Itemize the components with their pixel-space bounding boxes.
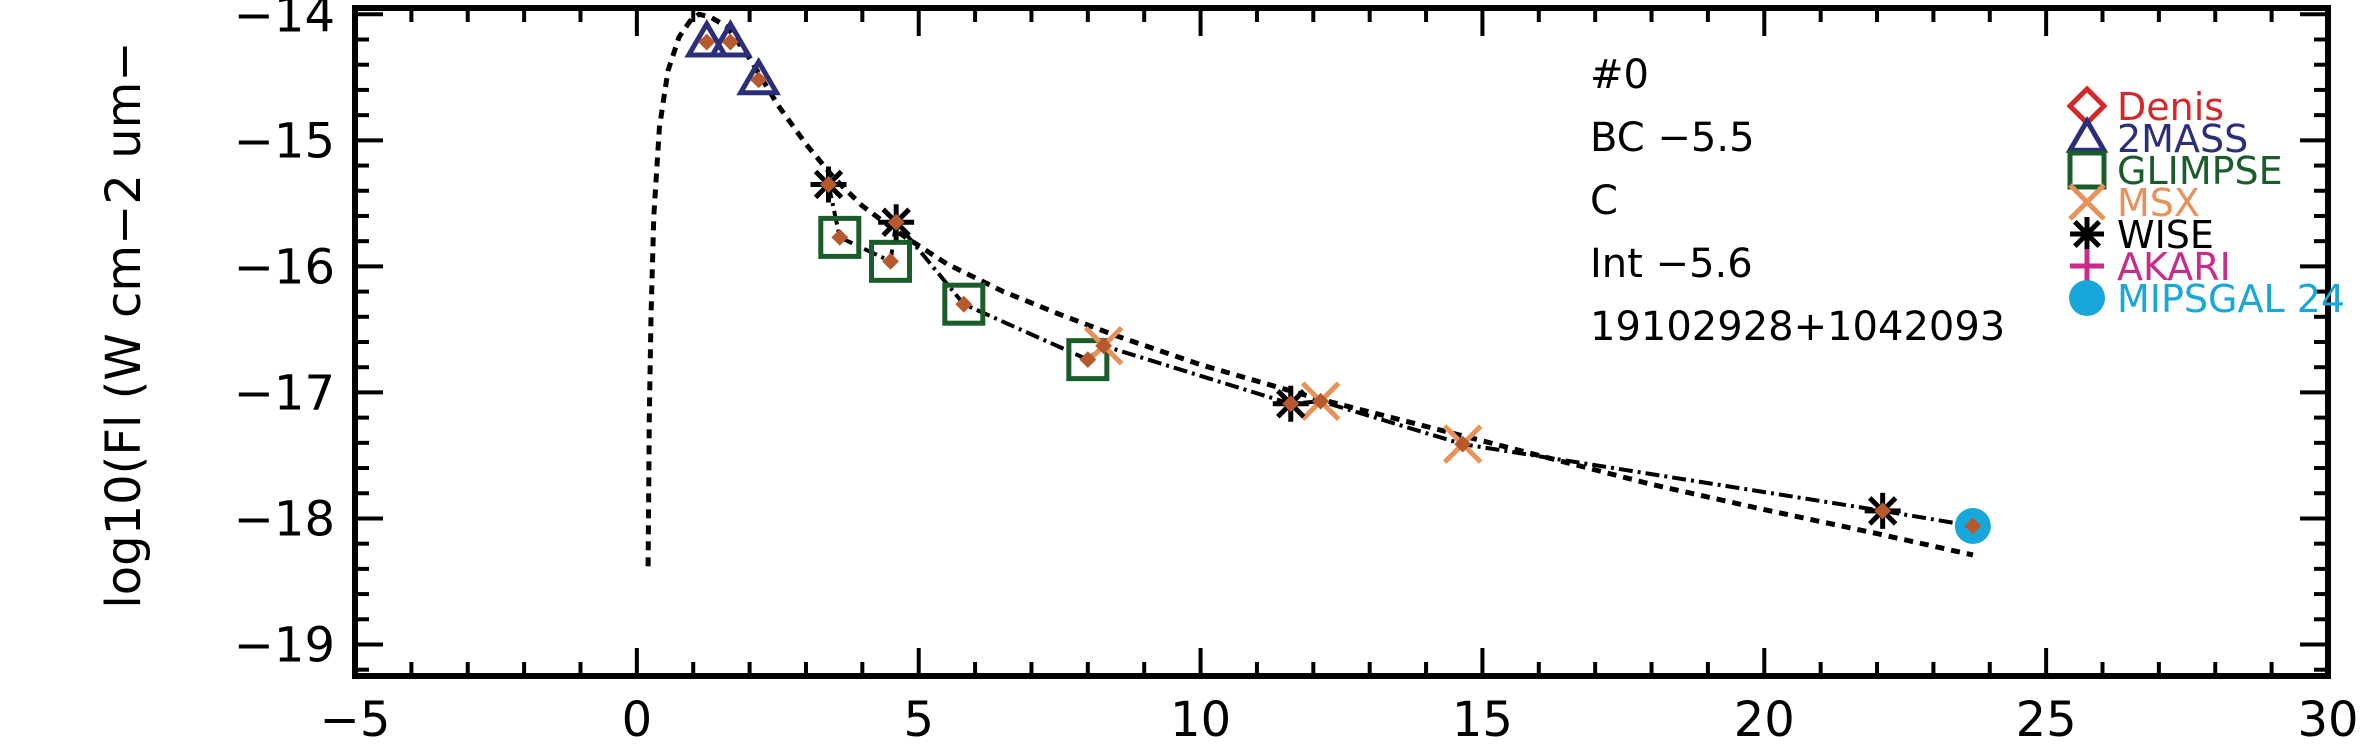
- model-point-marker: [1964, 517, 1982, 535]
- legend-msx-symbol: [2068, 183, 2106, 221]
- model-point-marker: [955, 295, 973, 313]
- legend-glimpse-symbol: [2067, 150, 2107, 190]
- y-tick-label: −16: [234, 239, 335, 295]
- legend-msx-label: MSX: [2117, 181, 2200, 225]
- model-curves: [645, 11, 1974, 567]
- legend-glimpse-label: GLIMPSE: [2117, 149, 2283, 193]
- y-tick-label: −18: [234, 491, 335, 547]
- x-tick-label: 25: [2016, 692, 2077, 748]
- legend-wise-symbol: [2070, 217, 2104, 251]
- annotation-block: #0 BC −5.5 C Int −5.6 19102928+1042093: [1590, 52, 2005, 350]
- model-point-marker: [820, 176, 837, 193]
- annotation-line: BC −5.5: [1590, 115, 1755, 161]
- x-tick-label: 0: [622, 692, 653, 748]
- legend-2mass-symbol: [2065, 116, 2109, 153]
- y-tick-label: −14: [234, 0, 335, 43]
- model-point-marker: [1874, 502, 1892, 520]
- annotation-line: Int −5.6: [1590, 241, 1753, 287]
- model-point-marker: [882, 252, 899, 270]
- data-markers: [684, 19, 1991, 545]
- annotation-line: C: [1590, 178, 1618, 224]
- model-point-marker: [831, 228, 849, 246]
- x-tick-label: 15: [1452, 692, 1513, 748]
- legend-denis-label: Denis: [2117, 85, 2224, 129]
- annotation-line: 19102928+1042093: [1590, 304, 2005, 350]
- legend-mipsgal-24-symbol: [2069, 280, 2105, 316]
- dashdot-model-curve: [826, 184, 1974, 528]
- y-tick-label: −15: [234, 113, 335, 169]
- glimpse-marker: [1066, 338, 1110, 382]
- 2mass-marker: [684, 19, 730, 58]
- y-axis-label: log10(Fl (W cm−2 um−: [96, 41, 152, 608]
- 2mass-marker: [708, 19, 753, 58]
- glimpse-marker: [869, 239, 913, 283]
- y-tick-label: −19: [234, 617, 335, 673]
- y-tick-label: −17: [234, 365, 335, 421]
- model-point-marker: [887, 213, 905, 231]
- legend-akari-symbol: [2070, 249, 2104, 283]
- legend-akari-label: AKARI: [2117, 245, 2231, 289]
- model-point-marker: [750, 71, 768, 89]
- glimpse-marker: [942, 282, 986, 326]
- tick-labels: −5 0 5 10 15 20 25 30 −19 −18 −17 −16 −15 −14: [234, 0, 2359, 748]
- model-point-marker: [1079, 351, 1097, 369]
- dashed-model-curve: [645, 11, 1974, 567]
- model-point-marker: [1095, 337, 1113, 355]
- 2mass-marker: [736, 56, 781, 96]
- x-tick-label: 10: [1170, 692, 1231, 748]
- x-tick-label: −5: [320, 692, 391, 748]
- x-tick-label: 30: [2297, 692, 2358, 748]
- model-point-marker: [722, 33, 739, 51]
- annotation-line: #0: [1590, 52, 1649, 98]
- x-tick-label: 20: [1734, 692, 1795, 748]
- plot-axes: [352, 5, 2331, 679]
- model-point-marker: [698, 33, 716, 51]
- x-tick-label: 5: [903, 692, 934, 748]
- model-point-marker: [1282, 395, 1300, 413]
- model-point-marker: [1312, 392, 1330, 410]
- legend-2mass-label: 2MASS: [2117, 117, 2248, 161]
- legend-wise-label: WISE: [2117, 213, 2214, 257]
- legend-mipsgal-24-label: MIPSGAL 24: [2117, 277, 2345, 321]
- model-point-marker: [1454, 435, 1472, 453]
- glimpse-marker: [818, 215, 862, 259]
